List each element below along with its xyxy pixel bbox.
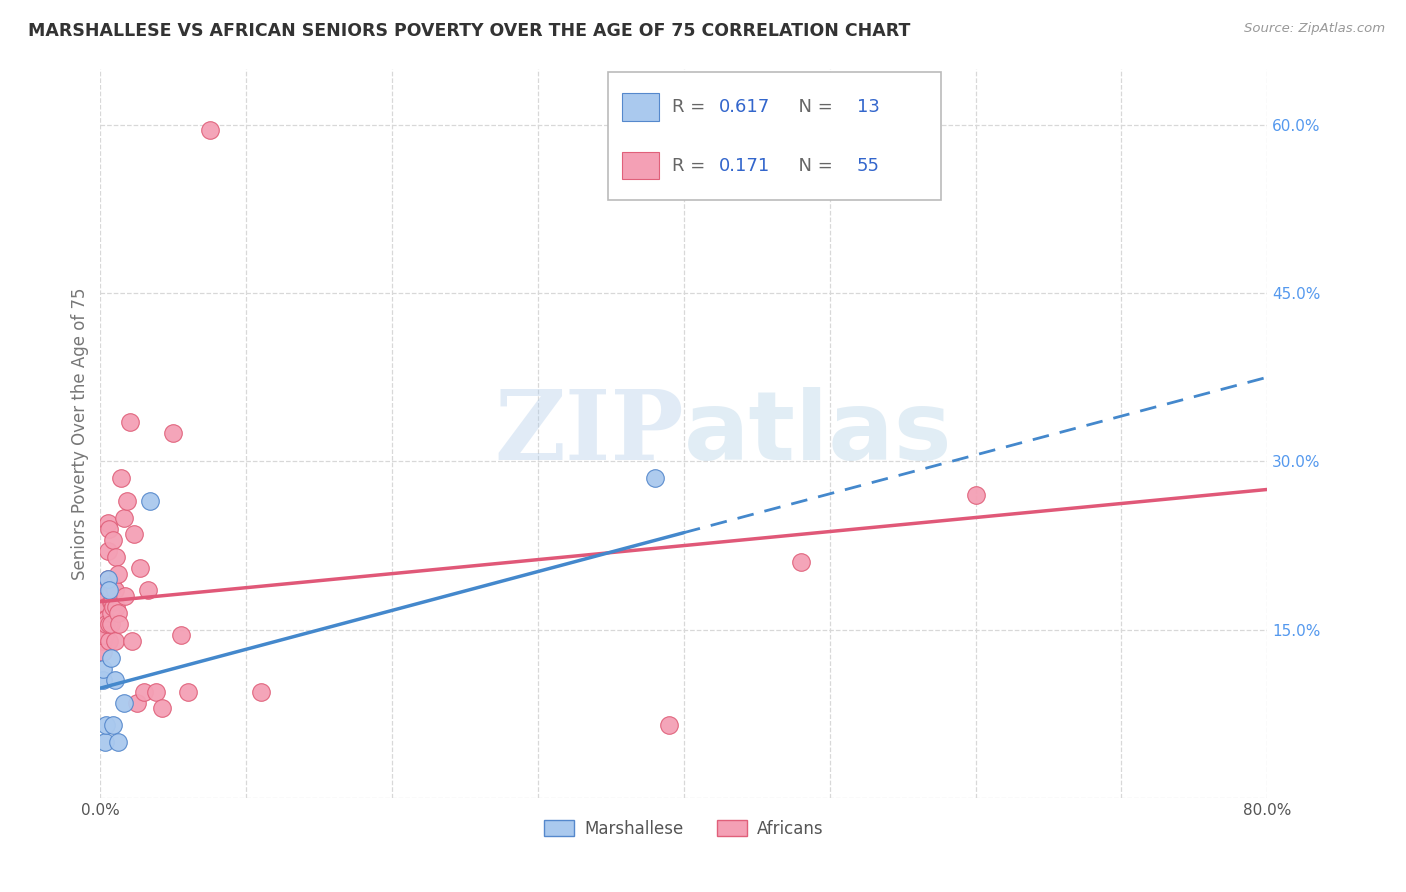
Point — [138, 583, 160, 598]
Point — [90, 583, 112, 598]
Point — [91, 645, 114, 659]
Point — [98, 522, 121, 536]
Point — [145, 684, 167, 698]
Point — [150, 701, 173, 715]
Legend: Marshallese, Africans: Marshallese, Africans — [537, 814, 830, 845]
Point — [96, 617, 118, 632]
Point — [128, 561, 150, 575]
Point — [101, 578, 124, 592]
Point — [118, 415, 141, 429]
Point — [107, 566, 129, 581]
Text: 13: 13 — [856, 98, 879, 116]
Point — [104, 583, 127, 598]
Text: Source: ZipAtlas.com: Source: ZipAtlas.com — [1244, 22, 1385, 36]
FancyBboxPatch shape — [621, 94, 659, 121]
Point — [91, 673, 114, 688]
Point — [100, 617, 122, 632]
Point — [249, 684, 271, 698]
Point — [110, 471, 132, 485]
Point — [162, 426, 184, 441]
Point — [91, 617, 114, 632]
Point — [789, 556, 811, 570]
Text: N =: N = — [786, 157, 838, 175]
Text: atlas: atlas — [683, 387, 952, 480]
Point — [93, 735, 115, 749]
Point — [112, 696, 135, 710]
Point — [90, 595, 112, 609]
Point — [91, 634, 114, 648]
Point — [93, 578, 115, 592]
Text: R =: R = — [672, 157, 711, 175]
Text: MARSHALLESE VS AFRICAN SENIORS POVERTY OVER THE AGE OF 75 CORRELATION CHART: MARSHALLESE VS AFRICAN SENIORS POVERTY O… — [28, 22, 911, 40]
Point — [91, 606, 114, 620]
Point — [98, 583, 121, 598]
Point — [644, 471, 666, 485]
Point — [93, 628, 115, 642]
Point — [101, 595, 124, 609]
Point — [965, 488, 987, 502]
Point — [97, 516, 120, 530]
Point — [169, 628, 191, 642]
Point — [100, 595, 122, 609]
Point — [198, 123, 221, 137]
Text: N =: N = — [786, 98, 838, 116]
FancyBboxPatch shape — [607, 72, 941, 200]
Point — [122, 527, 145, 541]
Text: 0.171: 0.171 — [718, 157, 770, 175]
Point — [91, 617, 114, 632]
Point — [96, 611, 118, 625]
Point — [98, 634, 121, 648]
Point — [658, 718, 681, 732]
Point — [100, 606, 122, 620]
Point — [125, 696, 148, 710]
Point — [103, 718, 125, 732]
Point — [98, 617, 121, 632]
Point — [96, 718, 118, 732]
Point — [91, 662, 114, 676]
Text: ZIP: ZIP — [495, 386, 683, 480]
Point — [177, 684, 200, 698]
Point — [97, 572, 120, 586]
Point — [107, 735, 129, 749]
FancyBboxPatch shape — [621, 152, 659, 179]
Text: R =: R = — [672, 98, 711, 116]
Text: 55: 55 — [856, 157, 880, 175]
Point — [107, 606, 129, 620]
Point — [108, 617, 131, 632]
Point — [112, 510, 135, 524]
Point — [104, 673, 127, 688]
Text: 0.617: 0.617 — [718, 98, 770, 116]
Point — [100, 650, 122, 665]
Point — [104, 634, 127, 648]
Point — [132, 684, 155, 698]
Point — [139, 493, 162, 508]
Point — [105, 549, 128, 564]
Point — [103, 600, 125, 615]
Point — [100, 583, 122, 598]
Point — [121, 634, 143, 648]
Point — [93, 611, 115, 625]
Point — [105, 600, 128, 615]
Point — [114, 589, 136, 603]
Point — [97, 544, 120, 558]
Point — [97, 572, 120, 586]
Y-axis label: Seniors Poverty Over the Age of 75: Seniors Poverty Over the Age of 75 — [72, 287, 89, 580]
Point — [93, 600, 115, 615]
Point — [103, 533, 125, 547]
Point — [115, 493, 138, 508]
